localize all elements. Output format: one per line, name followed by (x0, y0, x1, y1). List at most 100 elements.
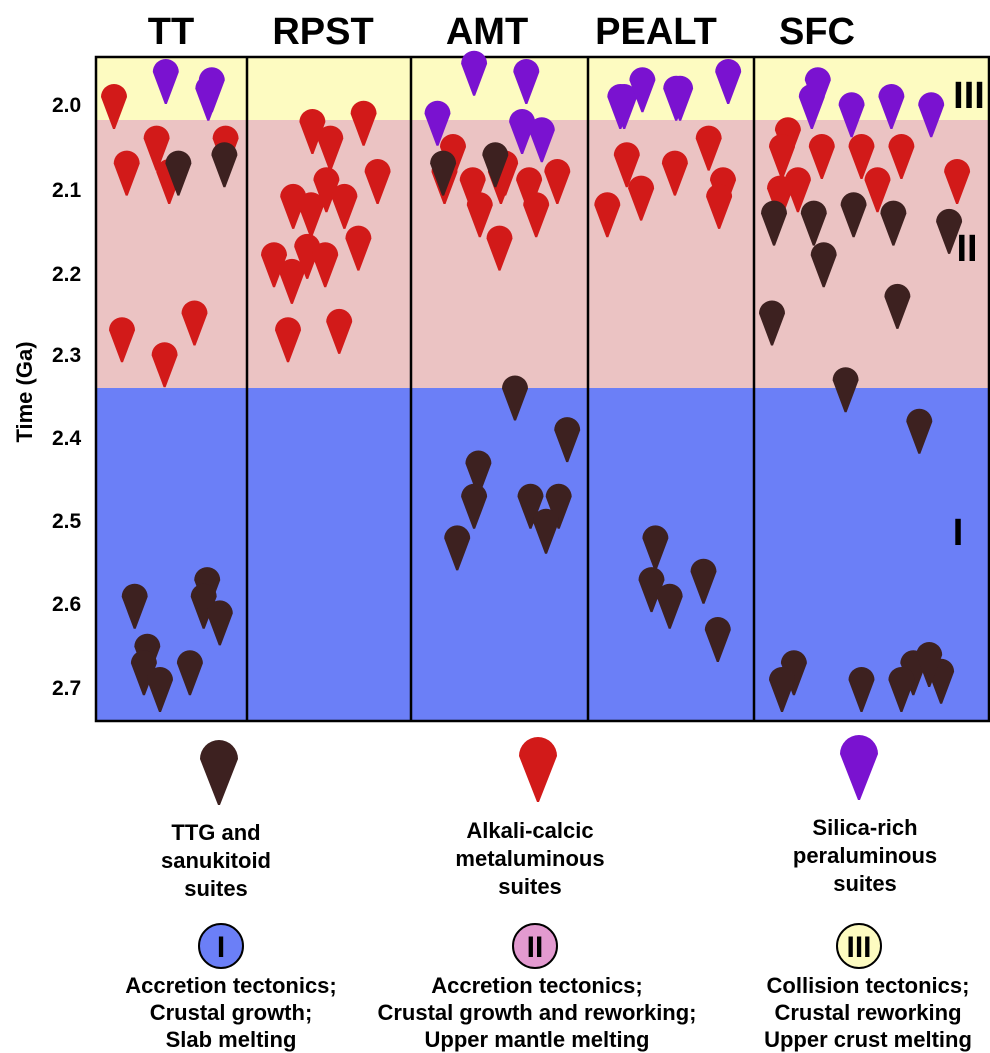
alkali-drop-icon (519, 737, 557, 802)
sample-marker-alkali (350, 100, 377, 146)
sample-marker-ttg (190, 583, 217, 629)
tick-label: 2.1 (52, 179, 82, 202)
sample-marker-alkali (101, 84, 127, 129)
ttg-drop-icon (200, 740, 238, 805)
sample-marker-ttg (176, 650, 203, 696)
sample-marker-silica (424, 100, 451, 146)
stage-III-desc-line: Upper crust melting (764, 1027, 972, 1052)
sample-marker-alkali (544, 159, 571, 204)
sample-marker-alkali (109, 317, 135, 363)
stage-I-desc-line: Accretion tectonics; (125, 973, 337, 998)
column-label-tt: TT (148, 11, 194, 53)
stage-legend-III: III Collision tectonics; Crustal reworki… (764, 923, 972, 1052)
sample-marker-alkali (326, 308, 353, 354)
sample-marker-ttg (780, 650, 807, 696)
sample-marker-ttg (848, 667, 875, 712)
sample-marker-silica (607, 84, 634, 129)
sample-marker-ttg (880, 200, 907, 246)
sample-marker-alkali (888, 134, 915, 179)
sample-marker-ttg (936, 208, 963, 254)
sample-marker-alkali (486, 225, 513, 271)
column-label-pealt: PEALT (595, 11, 717, 53)
sample-marker-ttg (206, 600, 233, 646)
sample-marker-ttg (465, 450, 492, 496)
sample-marker-silica (878, 84, 905, 129)
sample-marker-alkali (278, 258, 305, 304)
column-label-sfc: SFC (779, 11, 855, 53)
sample-marker-ttg (916, 642, 943, 687)
stage-label-II: II (956, 228, 977, 270)
sample-marker-alkali (523, 192, 550, 238)
sample-marker-silica (528, 117, 555, 163)
sample-marker-silica (715, 59, 742, 104)
sample-marker-ttg (482, 142, 509, 188)
sample-marker-alkali (808, 134, 835, 179)
sample-marker-alkali (767, 175, 793, 221)
sample-marker-alkali (113, 150, 140, 196)
sample-marker-ttg (211, 142, 238, 188)
legend-silica: Silica-rich peraluminous suites (793, 735, 937, 896)
sample-marker-silica (509, 109, 536, 154)
stage-I-desc-line: Crustal growth; (150, 1000, 313, 1025)
sample-marker-alkali (784, 167, 811, 213)
sample-marker-silica (461, 50, 488, 96)
sample-marker-alkali (613, 142, 640, 188)
sample-marker-alkali (364, 159, 391, 204)
sample-marker-ttg (884, 283, 911, 329)
sample-markers (101, 50, 971, 712)
sample-marker-ttg (761, 200, 787, 246)
sample-marker-alkali (298, 192, 325, 238)
stage-III-numeral: III (846, 931, 871, 964)
sample-marker-alkali (594, 192, 621, 238)
sample-marker-ttg (832, 367, 859, 413)
tick-label: 2.6 (52, 593, 81, 616)
sample-marker-silica (918, 92, 945, 138)
sample-marker-ttg (690, 558, 717, 604)
stage-legend-II: II Accretion tectonics; Crustal growth a… (377, 923, 697, 1052)
legend-alkali: Alkali-calcic metaluminous suites (455, 737, 605, 899)
sample-marker-alkali (944, 159, 971, 204)
sample-marker-ttg (554, 417, 581, 463)
legend-silica-line: Silica-rich (812, 815, 917, 840)
stage-II-numeral: II (527, 931, 544, 964)
stage-legend-I: I Accretion tectonics; Crustal growth; S… (125, 923, 337, 1052)
sample-marker-alkali (628, 175, 655, 221)
sample-marker-alkali (280, 183, 307, 229)
legend-silica-line: peraluminous (793, 843, 937, 868)
silica-drop-icon (840, 735, 878, 800)
sample-marker-alkali (848, 134, 875, 179)
sample-marker-ttg (840, 192, 867, 238)
sample-marker-ttg (906, 408, 933, 454)
sample-marker-alkali (261, 242, 287, 288)
stage-I-desc-line: Slab melting (166, 1027, 297, 1052)
sample-marker-alkali (317, 125, 344, 171)
sample-marker-alkali (695, 125, 722, 171)
sample-marker-alkali (706, 183, 733, 229)
legend-alkali-line: metaluminous (455, 846, 604, 871)
sample-marker-ttg (121, 583, 148, 629)
sample-marker-ttg (704, 617, 731, 662)
tick-label: 2.3 (52, 344, 81, 367)
stage-II-desc-line: Accretion tectonics; (431, 973, 643, 998)
sample-marker-silica (838, 92, 865, 138)
stage-II-desc-line: Crustal growth and reworking; (377, 1000, 696, 1025)
sample-marker-silica (663, 75, 690, 121)
column-label-rpst: RPST (272, 11, 373, 53)
sample-marker-alkali (275, 317, 301, 363)
sample-marker-ttg (656, 583, 683, 629)
sample-marker-ttg (545, 483, 572, 529)
sample-marker-silica (798, 84, 825, 129)
y-axis-label: Time (Ga) (12, 341, 37, 442)
sample-marker-alkali (661, 150, 688, 196)
sample-marker-ttg (430, 150, 457, 196)
stage-label-III: III (953, 75, 985, 117)
stage-label-I: I (953, 512, 964, 554)
tick-label: 2.7 (52, 677, 81, 700)
sample-marker-alkali (143, 125, 170, 171)
tick-label: 2.4 (52, 427, 82, 450)
sample-marker-alkali (466, 192, 493, 238)
sample-marker-silica (195, 75, 222, 121)
legend-alkali-line: suites (498, 874, 562, 899)
sample-marker-ttg (769, 667, 795, 712)
